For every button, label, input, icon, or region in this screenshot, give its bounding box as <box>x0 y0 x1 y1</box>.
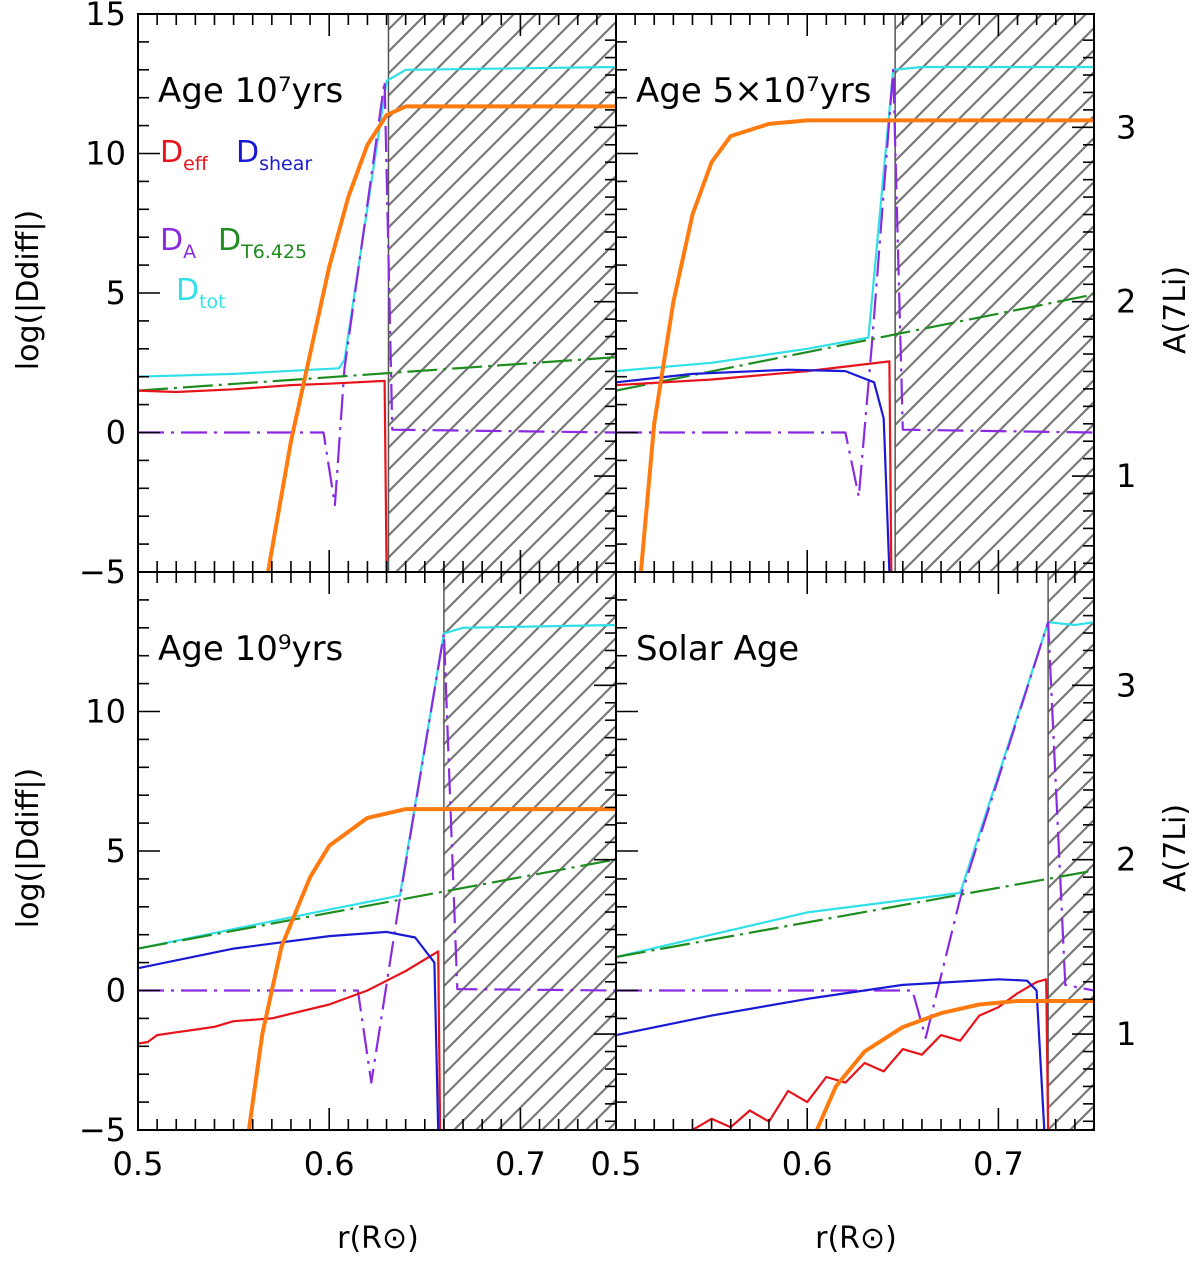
panel-title: Solar Age <box>636 629 799 669</box>
legend-entry-d-a: DA <box>160 223 196 263</box>
tick-marks <box>137 13 617 573</box>
y-axis-title-left-bottom: log(|Ddiff|) <box>11 768 46 929</box>
panel-title: Age 5×10⁷yrs <box>636 71 871 111</box>
panels: −5 0 5 10 15 Age 10⁷yrs 1 2 3 Age 5×10⁷yrs −5 0 5 10 0… <box>79 0 1137 1183</box>
series-line-d-tot <box>138 623 616 950</box>
legend-label-d-shear: D <box>236 135 259 170</box>
series-line-d-a <box>616 68 1094 498</box>
y-axis-title-left-top: log(|Ddiff|) <box>11 210 46 371</box>
y-tick-label: 5 <box>106 832 126 870</box>
y2-tick-label: 2 <box>1116 283 1136 321</box>
series-line-d-eff <box>138 950 442 1130</box>
panel-1: −5 0 5 10 15 Age 10⁷yrs <box>79 0 617 591</box>
series-line-d-t6-425 <box>138 858 616 950</box>
hatched-region <box>895 14 1094 572</box>
y2-tick-label: 2 <box>1116 841 1136 879</box>
series-line-d-eff <box>691 978 1050 1130</box>
panel-2: 1 2 3 Age 5×10⁷yrs <box>615 13 1136 573</box>
legend-entry-d-tot: Dtot <box>176 273 226 313</box>
series-line-d-a <box>138 79 616 507</box>
x-tick-label: 0.5 <box>113 1145 164 1183</box>
y-tick-label: 5 <box>106 274 126 312</box>
tick-marks <box>137 571 617 1131</box>
series-line-a7li <box>266 104 616 572</box>
x-tick-label: 0.7 <box>495 1145 546 1183</box>
x-tick-label: 0.6 <box>782 1145 833 1183</box>
y-tick-label: 10 <box>85 135 126 173</box>
y-tick-label: 10 <box>85 693 126 731</box>
legend-sub-d-shear: shear <box>259 153 312 175</box>
legend-entry-d-shear: Dshear <box>236 135 312 175</box>
tick-marks <box>615 13 1095 573</box>
series-group <box>616 621 1094 1130</box>
x-tick-label: 0.5 <box>591 1145 642 1183</box>
y2-tick-label: 3 <box>1116 108 1136 146</box>
x-axis-title-left: r(R⊙) <box>337 1221 419 1256</box>
x-tick-label: 0.7 <box>973 1145 1024 1183</box>
series-line-a7li <box>246 807 616 1130</box>
series-line-d-shear <box>616 368 891 572</box>
legend-label-d-tot: D <box>176 273 199 308</box>
panel-4: 1 2 3 0.5 0.6 0.7 Solar Age <box>591 571 1136 1183</box>
legend-label-d-a: D <box>160 223 183 258</box>
series-line-d-t6-425 <box>616 869 1094 959</box>
y-tick-label: 0 <box>106 972 126 1010</box>
legend-sub-d-a: A <box>183 241 196 263</box>
legend-sub-d-t6425: T6.425 <box>240 241 307 263</box>
legend: Deff Dshear DA DT6.425 Dtot <box>160 135 312 313</box>
panel-title: Age 10⁹yrs <box>158 629 343 669</box>
series-line-d-a <box>616 621 1094 1039</box>
y-axis-title-right-bottom: A(7Li) <box>1158 804 1193 892</box>
legend-sub-d-eff: eff <box>183 153 209 175</box>
series-line-a7li <box>814 999 1094 1130</box>
series-line-d-t6-425 <box>138 356 616 392</box>
series-group <box>138 65 616 572</box>
hatched-region <box>1048 572 1094 1130</box>
series-group <box>616 65 1094 572</box>
legend-sub-d-tot: tot <box>199 291 226 313</box>
y-axis-title-right-top: A(7Li) <box>1158 266 1193 354</box>
hatched-region <box>388 14 616 572</box>
tick-marks <box>615 571 1095 1131</box>
legend-label-d-t6425: D <box>218 223 241 258</box>
panel-3: −5 0 5 10 0.5 0.6 0.7 Age 10⁹yrs <box>79 571 617 1183</box>
y-tick-label: 0 <box>106 414 126 452</box>
y2-tick-label: 1 <box>1116 457 1136 495</box>
y-tick-label: −5 <box>79 553 126 591</box>
series-group <box>138 623 616 1130</box>
series-line-d-shear <box>138 930 440 1130</box>
y-tick-label: 15 <box>85 0 126 33</box>
legend-entry-d-eff: Deff <box>160 135 209 175</box>
legend-entry-d-t6425: DT6.425 <box>218 223 307 263</box>
y2-tick-label: 3 <box>1116 666 1136 704</box>
legend-label-d-eff: D <box>160 135 183 170</box>
series-line-d-tot <box>138 65 616 378</box>
y2-tick-label: 1 <box>1116 1015 1136 1053</box>
series-line-d-tot <box>616 621 1094 959</box>
series-line-a7li <box>638 118 1094 572</box>
hatched-region <box>443 572 616 1130</box>
series-line-d-eff <box>138 379 388 572</box>
y-tick-label: −5 <box>79 1111 126 1149</box>
series-line-d-shear <box>616 978 1046 1130</box>
x-tick-label: 0.6 <box>304 1145 355 1183</box>
panel-title: Age 10⁷yrs <box>158 71 343 111</box>
series-line-d-tot <box>616 65 1094 373</box>
x-axis-title-right: r(R⊙) <box>815 1221 897 1256</box>
series-line-d-a <box>138 632 616 1084</box>
